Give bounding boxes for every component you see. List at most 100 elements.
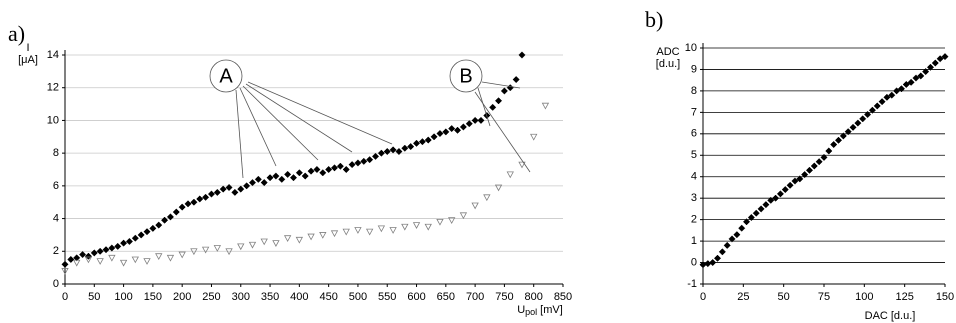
y-tick-label: 0 [53,278,59,290]
point [500,87,508,95]
point [728,235,736,243]
panel-label: b) [645,7,663,32]
y-tick-label: -1 [687,278,697,290]
point [108,254,116,262]
point [272,240,280,247]
point [453,126,462,134]
point [738,224,746,232]
chart: 0 2 4 6 8 10 12 14 0 50 100 150 200 250 300 350 400 450 50… [8,21,572,317]
point [801,171,809,179]
point [530,133,538,141]
point [757,205,765,213]
point [448,217,456,225]
x-tick-label: 200 [173,291,191,303]
point [237,185,245,193]
x-tick-label: 650 [437,291,455,303]
point [704,260,712,268]
x-tick-label: 50 [778,291,790,303]
y-tick-label: 8 [53,147,59,159]
point [395,147,403,156]
point [143,258,151,265]
point [366,156,374,164]
point [125,237,134,246]
x-tick-label: 150 [936,291,954,303]
point [213,245,222,252]
point [348,161,356,169]
y-tick-label: 6 [691,128,697,140]
point [237,243,245,251]
point [767,196,775,204]
point [166,254,175,262]
point [477,116,485,124]
y-tick-label: 3 [691,192,697,204]
point [873,102,881,110]
point [864,110,872,119]
point [319,232,327,239]
arrow [481,81,521,89]
point [878,98,886,106]
point [219,185,227,193]
point [166,213,175,221]
point [225,248,233,256]
y-tick-label: 0 [691,256,697,268]
point [155,221,163,229]
point [772,194,780,202]
arrow [239,87,277,167]
x-tick-label: 600 [407,291,425,303]
point [494,184,503,192]
point [718,248,726,256]
point [424,136,432,144]
point [61,268,69,275]
point [155,253,163,261]
point [494,97,503,105]
point [723,241,731,249]
x-axis-label-sub: pol [525,307,537,317]
point [762,201,770,209]
point [178,203,186,211]
point [489,103,497,111]
point [283,235,292,243]
point [506,84,514,92]
point [897,85,905,93]
point [143,228,151,236]
arrow [474,91,531,173]
point [786,181,794,189]
point [805,166,814,174]
point [713,254,722,262]
point [272,172,280,180]
point [791,177,799,185]
x-axis-label-main: DAC [865,310,888,322]
point [407,143,415,151]
point [902,80,910,89]
x-tick-label: 550 [378,291,396,303]
point [893,87,901,95]
arrow [242,85,319,161]
x-tick-label: 50 [88,291,100,303]
point [131,256,139,264]
point [295,236,304,244]
point [401,223,409,231]
point [418,138,426,146]
point [776,190,784,198]
point [67,255,75,264]
arrow [245,83,353,153]
point [84,256,93,264]
point [360,157,368,165]
point [941,53,949,61]
point [295,169,303,177]
point [859,115,867,123]
x-tick-label: 350 [261,291,279,303]
point [430,133,438,141]
x-tick-label: 500 [349,291,367,303]
y-tick-label: 14 [47,49,59,61]
point [61,260,69,268]
point [743,218,751,226]
point [377,149,385,157]
point [709,258,717,267]
point [459,212,468,220]
point [119,259,128,267]
point [825,147,833,155]
point [178,251,186,259]
point [483,194,491,202]
point [260,179,268,187]
